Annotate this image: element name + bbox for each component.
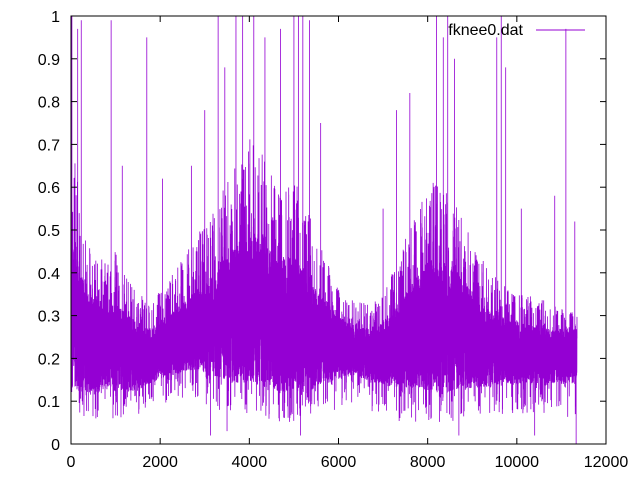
x-tick-label: 4000 (232, 454, 268, 471)
y-tick-label: 1 (51, 9, 60, 26)
y-axis-ticks: 0 0.1 0.2 0.3 0.4 0.5 0.6 0.7 0.8 0.9 1 (38, 9, 606, 454)
series-line (71, 16, 578, 444)
x-tick-label: 10000 (495, 454, 540, 471)
y-tick-label: 0.5 (38, 223, 60, 240)
x-tick-label: 12000 (584, 454, 629, 471)
x-axis-ticks: 0 2000 4000 6000 8000 10000 12000 (67, 16, 629, 471)
y-tick-label: 0.6 (38, 180, 60, 197)
x-tick-label: 0 (67, 454, 76, 471)
y-tick-label: 0 (51, 437, 60, 454)
x-tick-label: 8000 (410, 454, 446, 471)
y-tick-label: 0.7 (38, 137, 60, 154)
y-tick-label: 0.1 (38, 394, 60, 411)
y-tick-label: 0.9 (38, 52, 60, 69)
series-fknee0 (71, 16, 578, 444)
y-tick-label: 0.4 (38, 266, 60, 283)
legend-label: fknee0.dat (448, 22, 523, 39)
y-tick-label: 0.3 (38, 309, 60, 326)
y-tick-label: 0.2 (38, 351, 60, 368)
x-tick-label: 6000 (321, 454, 357, 471)
y-tick-label: 0.8 (38, 95, 60, 112)
legend: fknee0.dat (448, 22, 585, 39)
x-tick-label: 2000 (142, 454, 178, 471)
